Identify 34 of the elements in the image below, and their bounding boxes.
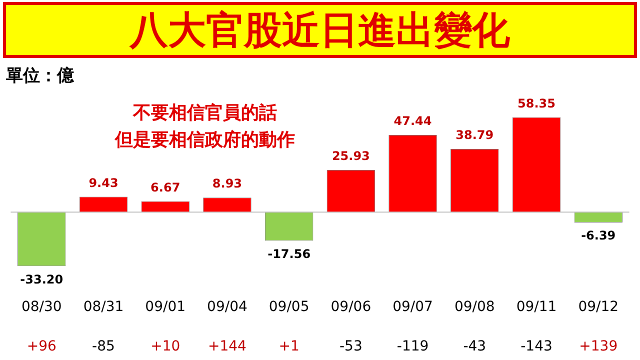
data-label: 25.93 (332, 149, 370, 164)
text: -43 (463, 338, 486, 355)
text: 單位：億 (6, 65, 74, 87)
text: -143 (520, 338, 552, 355)
x-tick-label: 09/07 (392, 299, 433, 316)
data-label: -6.39 (581, 228, 616, 243)
annotation: 不要相信官員的話 (132, 102, 277, 124)
x-tick-label: 09/05 (268, 299, 310, 316)
x-tick-label: 09/01 (145, 299, 186, 316)
text: +1 (278, 338, 300, 355)
x-tick-label: 08/30 (21, 299, 62, 316)
data-label: 9.43 (88, 176, 118, 190)
x-tick-label: 09/04 (207, 299, 248, 316)
text: +96 (26, 338, 56, 355)
text: +144 (208, 338, 247, 355)
annotation: 但是要相信政府的動作 (114, 130, 295, 151)
text: +10 (150, 338, 180, 355)
x-tick-label: 09/12 (578, 299, 619, 316)
x-tick-label: 08/31 (83, 299, 124, 316)
data-label: 58.35 (518, 96, 556, 110)
text: -53 (339, 338, 362, 355)
data-label: -17.56 (268, 246, 311, 261)
data-label: 6.67 (150, 180, 180, 194)
text: -85 (92, 338, 115, 355)
data-label: 8.93 (212, 176, 242, 191)
data-label: 38.79 (456, 128, 494, 142)
data-label: 47.44 (394, 114, 432, 128)
text: +139 (579, 338, 618, 355)
x-tick-label: 09/06 (330, 299, 372, 316)
text: -119 (396, 338, 429, 355)
chart-title: 八大官股近日進出變化 (3, 2, 637, 58)
x-tick-label: 09/11 (516, 299, 557, 316)
x-tick-label: 09/08 (454, 299, 495, 316)
data-label: -33.20 (20, 272, 64, 286)
